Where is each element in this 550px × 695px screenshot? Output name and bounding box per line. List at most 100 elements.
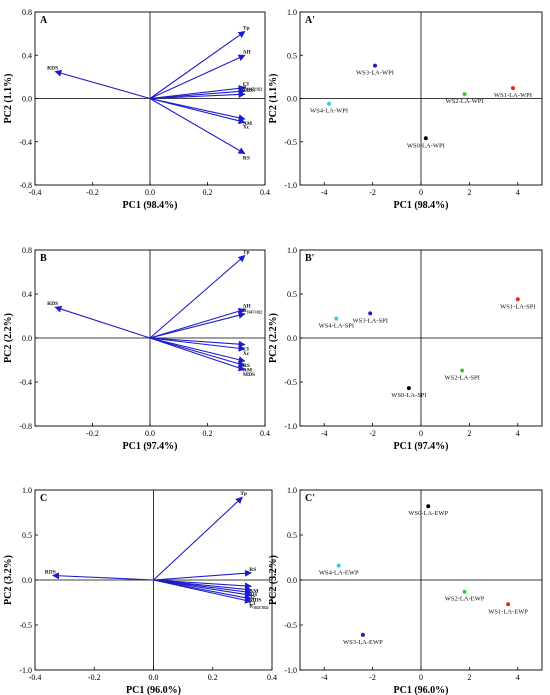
panel-a-prime: -4 -2 0 2 4 -1.0 -0.5 0.0 0.5 1.0 PC1 (98.4%) PC2 (… <box>268 8 543 211</box>
y-axis-label: PC2 (2.2%) <box>268 313 279 363</box>
x-tick-label: -0.4 <box>29 188 42 197</box>
loading-label: Tp <box>240 491 247 497</box>
y-axis-label: PC2 (1.1%) <box>3 74 14 124</box>
loading-label: Xc <box>243 124 250 130</box>
y-tick-label: -1.0 <box>284 666 297 675</box>
x-tick-label: 0.4 <box>267 673 277 682</box>
loading-arrow <box>153 569 252 581</box>
y-tick-label: 1.0 <box>22 486 32 495</box>
y-tick-label: 0.5 <box>287 51 297 60</box>
loading-label: ΔH <box>249 592 257 598</box>
x-tick-label: -0.2 <box>86 188 99 197</box>
x-tick-label: -2 <box>369 429 376 438</box>
y-tick-label: 0.0 <box>287 576 297 585</box>
loading-label: RDS <box>47 65 58 71</box>
panel-letter: A' <box>305 15 315 26</box>
panel-letter: C <box>40 493 47 504</box>
score-point <box>506 602 511 607</box>
loading-arrow <box>149 311 246 339</box>
loading-label: AM <box>243 121 253 127</box>
y-tick-label: -1.0 <box>19 666 32 675</box>
y-axis-label: PC2 (3.2%) <box>268 555 279 605</box>
loading-arrow <box>149 255 246 339</box>
y-tick-label: 1.0 <box>287 486 297 495</box>
y-tick-label: 0.0 <box>287 334 297 343</box>
loading-arrow <box>149 337 246 372</box>
loading-label: RDS <box>45 570 56 576</box>
loading-arrow <box>153 579 252 598</box>
loading-arrow <box>149 337 246 368</box>
score-point <box>462 92 467 97</box>
loading-arrow <box>149 337 246 348</box>
score-label: WS0-LA-EWP <box>408 510 448 517</box>
y-tick-label: -0.5 <box>284 621 297 630</box>
x-tick-label: -0.4 <box>29 673 42 682</box>
x-tick-label: 0.2 <box>203 188 213 197</box>
x-tick-label: 0.4 <box>260 188 270 197</box>
x-tick-label: 0.0 <box>145 429 155 438</box>
y-tick-label: -0.8 <box>19 181 32 190</box>
y-tick-label: 0.0 <box>287 95 297 104</box>
loading-arrow <box>149 97 246 125</box>
loading-arrow <box>153 579 252 604</box>
score-label: WS1-LA-SPI <box>500 303 535 310</box>
score-point <box>360 632 365 637</box>
y-tick-label: -0.5 <box>284 378 297 387</box>
x-tick-label: 0 <box>419 673 423 682</box>
x-tick-label: -2 <box>369 673 376 682</box>
score-point <box>327 101 332 106</box>
loading-label: Tp <box>243 25 250 31</box>
score-label: WS3-LA-SPI <box>352 317 387 324</box>
score-point <box>515 297 520 302</box>
loading-label: ΔH <box>243 303 251 309</box>
score-point <box>373 63 378 68</box>
y-tick-label: -1.0 <box>284 181 297 190</box>
x-tick-label: 0 <box>419 429 423 438</box>
loading-label: AM <box>243 368 253 374</box>
panel-b: -0.2 0.0 0.2 0.4 -0.8 -0.4 0.0 0.4 0.8 PC1 (97.4%… <box>3 246 270 452</box>
y-tick-label: -0.8 <box>19 422 32 431</box>
panel-letter: B <box>40 253 47 264</box>
score-point <box>336 563 341 568</box>
loading-label: Tp <box>243 250 250 256</box>
loading-label: RS <box>243 156 250 162</box>
x-tick-label: -4 <box>321 429 328 438</box>
x-tick-label: 2 <box>467 673 471 682</box>
loading-label: Xc <box>243 351 250 357</box>
loading-arrow <box>149 90 246 100</box>
panel-c: -0.4 -0.2 0.0 0.2 0.4 -1.0 -0.5 0.0 0.5 1.0 PC1 (9… <box>3 486 277 695</box>
score-point <box>462 589 467 594</box>
x-tick-label: -2 <box>369 188 376 197</box>
x-tick-label: -0.2 <box>88 673 101 682</box>
score-label: WS2-LA-EWP <box>445 596 485 603</box>
y-axis-label: PC2 (2.2%) <box>3 313 14 363</box>
loading-label: R1047/1022 <box>243 85 263 92</box>
y-tick-label: 0.8 <box>22 8 32 17</box>
loading-label: RS <box>243 363 250 369</box>
panel-letter: C' <box>305 493 315 504</box>
y-tick-label: 0.0 <box>22 334 32 343</box>
x-tick-label: 0.4 <box>260 429 270 438</box>
x-tick-label: 0.2 <box>203 429 213 438</box>
y-tick-label: 0.8 <box>22 246 32 255</box>
score-point <box>423 136 428 141</box>
y-axis-label: PC2 (3.2%) <box>3 555 14 605</box>
score-label: WS2-LA-SPI <box>444 375 479 382</box>
panel-b-prime: -4 -2 0 2 4 -1.0 -0.5 0.0 0.5 1.0 PC1 (97.4%) PC2 (… <box>268 246 543 452</box>
score-label: WS0-LA-WPI <box>407 142 445 149</box>
score-label: WS0-LA-SPI <box>391 392 426 399</box>
x-axis-label: PC1 (96.0%) <box>126 685 181 695</box>
loading-arrow <box>149 54 246 100</box>
loading-arrow <box>153 496 243 581</box>
x-axis-label: PC1 (98.4%) <box>394 200 449 211</box>
y-tick-label: 0.5 <box>287 290 297 299</box>
y-tick-label: -0.4 <box>19 138 32 147</box>
y-tick-label: -0.5 <box>19 621 32 630</box>
score-label: WS3-LA-WPI <box>356 70 394 77</box>
x-tick-label: -0.2 <box>86 429 99 438</box>
score-point <box>368 311 373 316</box>
score-point <box>460 368 465 373</box>
loading-arrow <box>54 305 151 339</box>
score-label: WS1-LA-WPI <box>494 92 532 99</box>
